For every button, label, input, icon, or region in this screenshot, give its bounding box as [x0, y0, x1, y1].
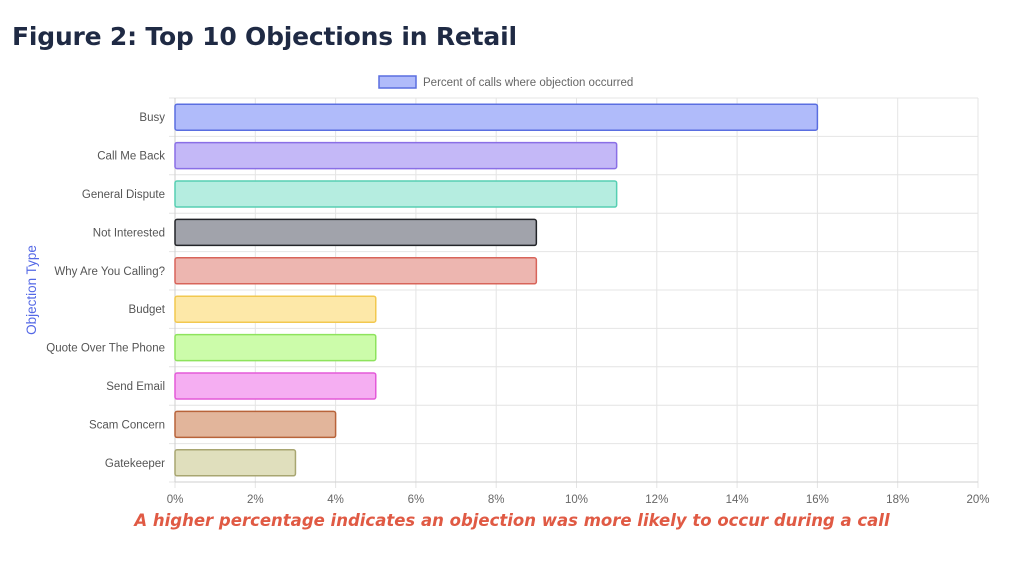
category-label: Quote Over The Phone — [46, 343, 165, 355]
x-tick-label: 0% — [167, 494, 184, 506]
category-label: Budget — [129, 304, 166, 316]
bars — [174, 103, 819, 477]
category-label: General Dispute — [82, 189, 165, 201]
bar-call-me-back[interactable] — [174, 141, 618, 170]
category-label: Gatekeeper — [105, 458, 165, 470]
x-tick-label: 4% — [327, 494, 344, 506]
category-label: Why Are You Calling? — [54, 266, 165, 278]
bar-why-are-you-calling[interactable] — [174, 257, 538, 285]
category-label: Call Me Back — [97, 151, 165, 163]
category-label: Scam Concern — [89, 419, 165, 431]
legend-swatch[interactable] — [378, 75, 417, 89]
bar-gatekeeper[interactable] — [174, 449, 297, 477]
figure-title: Figure 2: Top 10 Objections in Retail — [12, 22, 517, 51]
legend[interactable]: Percent of calls where objection occurre… — [378, 75, 633, 89]
bar-quote-over-the-phone[interactable] — [174, 333, 377, 362]
bar-send-email[interactable] — [174, 372, 377, 400]
x-tick-label: 18% — [886, 494, 909, 506]
x-tick-label: 8% — [488, 494, 505, 506]
bar-scam-concern[interactable] — [174, 410, 337, 439]
x-tick-label: 2% — [247, 494, 264, 506]
category-label: Busy — [139, 112, 165, 124]
x-tick-label: 6% — [408, 494, 425, 506]
x-tick-label: 14% — [726, 494, 749, 506]
bar-budget[interactable] — [174, 295, 377, 323]
x-tick-label: 20% — [966, 494, 989, 506]
bar-busy[interactable] — [174, 103, 819, 131]
bar-not-interested[interactable] — [174, 218, 538, 247]
category-label: Not Interested — [93, 227, 165, 239]
figure-caption: A higher percentage indicates an objecti… — [134, 511, 890, 530]
bar-general-dispute[interactable] — [174, 180, 618, 208]
category-labels: Busy Call Me Back General Dispute Not Inter… — [46, 112, 166, 470]
x-tick-label: 10% — [565, 494, 588, 506]
x-tick-label: 16% — [806, 494, 829, 506]
x-tick-label: 12% — [645, 494, 668, 506]
y-axis-title: Objection Type — [24, 245, 39, 335]
x-tick-labels: 0% 2% 4% 6% 8% 10% 12% 14% 16% 18% 20% — [167, 494, 990, 506]
category-label: Send Email — [106, 381, 165, 393]
legend-label[interactable]: Percent of calls where objection occurre… — [423, 77, 633, 89]
